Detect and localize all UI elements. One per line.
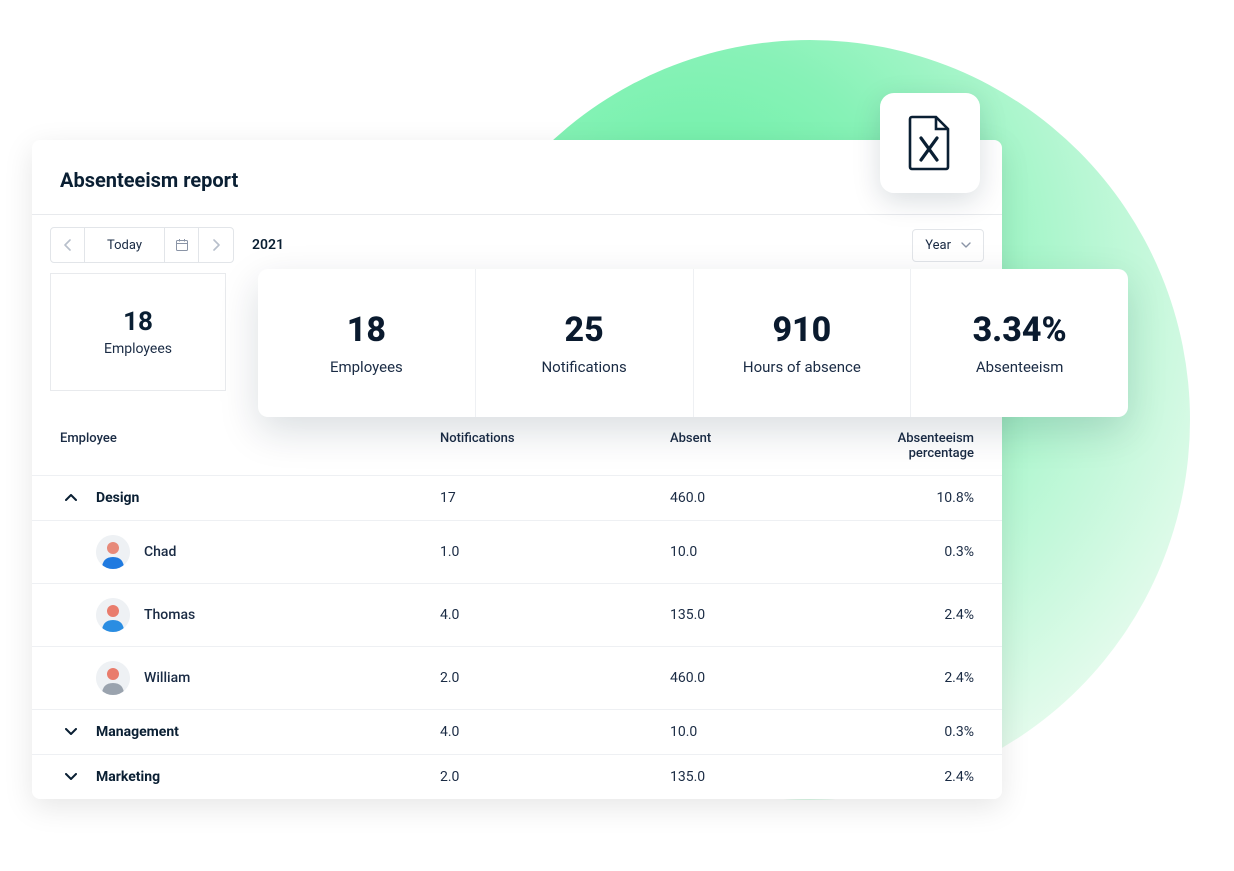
cell-notifications: 1.0 bbox=[440, 544, 670, 560]
metric-employees: 18 Employees bbox=[258, 269, 476, 417]
group-row-design[interactable]: Design 17 460.0 10.8% bbox=[32, 475, 1002, 520]
group-row-marketing[interactable]: Marketing 2.0 135.0 2.4% bbox=[32, 754, 1002, 799]
metric-value: 25 bbox=[565, 310, 604, 350]
group-label: Design bbox=[96, 490, 139, 506]
cell-absent: 460.0 bbox=[670, 490, 850, 506]
chevron-up-icon bbox=[60, 494, 82, 502]
person-name: Chad bbox=[144, 544, 176, 560]
person-name: Thomas bbox=[144, 607, 195, 623]
card-header: Absenteeism report bbox=[32, 140, 1002, 215]
metric-absenteeism: 3.34% Absenteeism bbox=[911, 269, 1128, 417]
cell-percentage: 2.4% bbox=[850, 769, 974, 785]
col-header-notifications: Notifications bbox=[440, 431, 670, 461]
cell-absent: 10.0 bbox=[670, 544, 850, 560]
cell-notifications: 2.0 bbox=[440, 769, 670, 785]
excel-file-icon bbox=[908, 115, 952, 171]
cell-absent: 460.0 bbox=[670, 670, 850, 686]
chevron-down-icon bbox=[60, 728, 82, 736]
avatar bbox=[96, 661, 130, 695]
chevron-down-icon bbox=[60, 773, 82, 781]
report-card: Absenteeism report Today 2021 Year 18 Em… bbox=[32, 140, 1002, 799]
calendar-button[interactable] bbox=[165, 228, 199, 262]
metric-notifications: 25 Notifications bbox=[476, 269, 694, 417]
col-header-absent: Absent bbox=[670, 431, 850, 461]
group-label: Management bbox=[96, 724, 179, 740]
year-display: 2021 bbox=[252, 237, 284, 253]
cell-notifications: 17 bbox=[440, 490, 670, 506]
cell-notifications: 4.0 bbox=[440, 724, 670, 740]
avatar bbox=[96, 598, 130, 632]
prev-button[interactable] bbox=[51, 228, 85, 262]
person-row-chad[interactable]: Chad 1.0 10.0 0.3% bbox=[32, 520, 1002, 583]
metric-hours-absence: 910 Hours of absence bbox=[694, 269, 912, 417]
export-excel-button[interactable] bbox=[880, 93, 980, 193]
person-row-william[interactable]: William 2.0 460.0 2.4% bbox=[32, 646, 1002, 709]
metric-value: 910 bbox=[772, 310, 831, 350]
group-label: Marketing bbox=[96, 769, 160, 785]
cell-absent: 10.0 bbox=[670, 724, 850, 740]
metric-label: Employees bbox=[330, 358, 403, 376]
today-button[interactable]: Today bbox=[85, 228, 165, 262]
cell-percentage: 2.4% bbox=[850, 607, 974, 623]
cell-absent: 135.0 bbox=[670, 607, 850, 623]
period-select[interactable]: Year bbox=[912, 229, 984, 262]
cell-notifications: 2.0 bbox=[440, 670, 670, 686]
avatar bbox=[96, 535, 130, 569]
cell-percentage: 2.4% bbox=[850, 670, 974, 686]
metric-value: 18 bbox=[347, 310, 386, 350]
table-body: Design 17 460.0 10.8% Chad 1.0 10.0 0.3% bbox=[32, 475, 1002, 799]
period-select-label: Year bbox=[925, 238, 951, 253]
date-navigator: Today bbox=[50, 227, 234, 263]
table-header: Employee Notifications Absent Absenteeis… bbox=[32, 421, 1002, 475]
toolbar: Today 2021 Year bbox=[32, 215, 1002, 273]
cell-notifications: 4.0 bbox=[440, 607, 670, 623]
group-row-management[interactable]: Management 4.0 10.0 0.3% bbox=[32, 709, 1002, 754]
absenteeism-table: Employee Notifications Absent Absenteeis… bbox=[32, 401, 1002, 799]
cell-percentage: 0.3% bbox=[850, 544, 974, 560]
metric-label: Hours of absence bbox=[743, 358, 861, 376]
col-header-employee: Employee bbox=[60, 431, 440, 461]
person-name: William bbox=[144, 670, 190, 686]
metric-value: 18 bbox=[123, 307, 153, 337]
person-row-thomas[interactable]: Thomas 4.0 135.0 2.4% bbox=[32, 583, 1002, 646]
metric-label: Notifications bbox=[541, 358, 626, 376]
metric-label: Absenteeism bbox=[976, 358, 1064, 376]
col-header-percentage: Absenteeism percentage bbox=[850, 431, 974, 461]
chevron-down-icon bbox=[961, 242, 971, 249]
cell-percentage: 0.3% bbox=[850, 724, 974, 740]
summary-metrics-card: 18 Employees 25 Notifications 910 Hours … bbox=[258, 269, 1128, 417]
metric-label: Employees bbox=[104, 341, 172, 357]
metric-employees-small: 18 Employees bbox=[50, 273, 226, 391]
cell-percentage: 10.8% bbox=[850, 490, 974, 506]
next-button[interactable] bbox=[199, 228, 233, 262]
page-title: Absenteeism report bbox=[60, 168, 974, 192]
cell-absent: 135.0 bbox=[670, 769, 850, 785]
metric-value: 3.34% bbox=[973, 310, 1067, 350]
